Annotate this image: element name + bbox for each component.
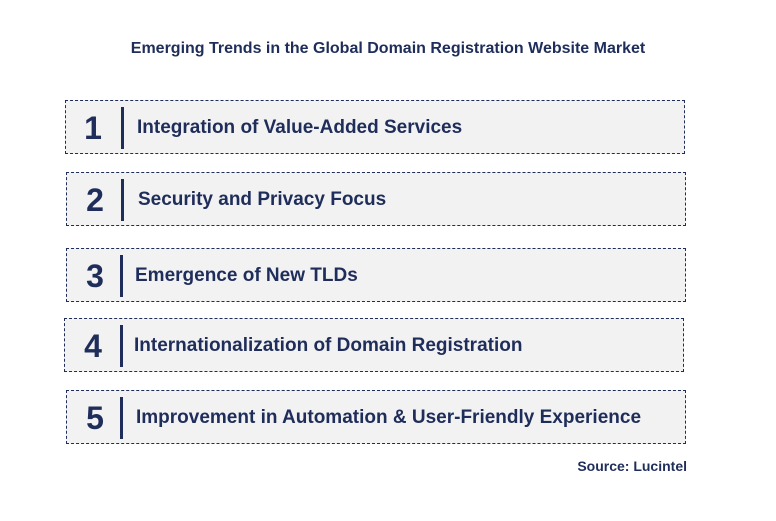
trend-number: 1: [84, 110, 102, 146]
trend-row-4: 4 Internationalization of Domain Registr…: [64, 318, 684, 372]
trend-row-5: 5 Improvement in Automation & User-Frien…: [66, 390, 686, 444]
trend-label: Emergence of New TLDs: [135, 265, 358, 286]
trend-divider: [120, 255, 123, 297]
trend-number: 2: [86, 182, 104, 218]
trend-number: 3: [86, 258, 104, 294]
trend-divider: [120, 397, 123, 439]
trend-label: Improvement in Automation & User-Friendl…: [136, 407, 642, 428]
trend-divider: [120, 325, 123, 367]
trend-label: Security and Privacy Focus: [138, 189, 387, 210]
trend-label: Integration of Value-Added Services: [137, 117, 463, 138]
trend-row-3: 3 Emergence of New TLDs: [66, 248, 686, 302]
trend-divider: [121, 107, 124, 149]
trend-divider: [121, 179, 124, 221]
trend-number: 5: [86, 400, 104, 436]
source-note: Source: Lucintel: [577, 458, 687, 474]
trend-number: 4: [84, 328, 102, 364]
trend-row-1: 1 Integration of Value-Added Services: [65, 100, 685, 154]
trend-label: Internationalization of Domain Registrat…: [134, 335, 523, 356]
chart-title: Emerging Trends in the Global Domain Reg…: [130, 40, 646, 57]
trend-row-2: 2 Security and Privacy Focus: [66, 172, 686, 226]
